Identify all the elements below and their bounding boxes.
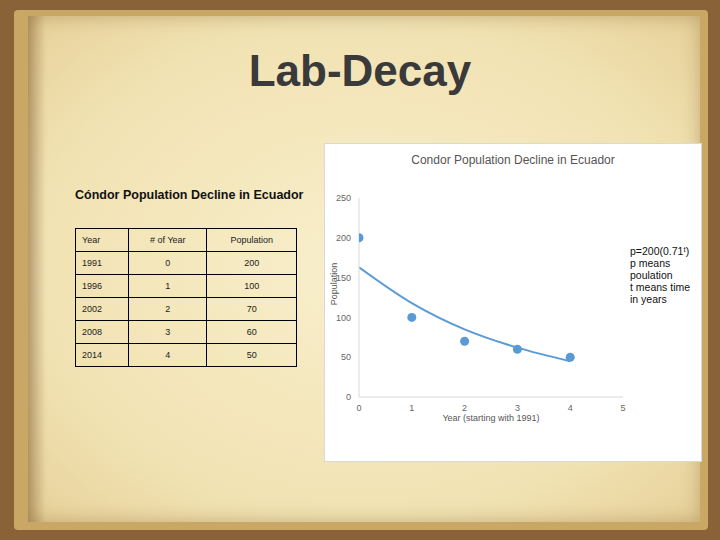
- html-text:100: 100: [244, 281, 260, 291]
- html-text:1: 1: [165, 281, 171, 291]
- html-text:50: 50: [246, 350, 257, 360]
- svg-text:200: 200: [336, 233, 351, 243]
- html-text:p=200(0.71ᵗ): p=200(0.71ᵗ): [630, 245, 690, 257]
- svg-text:3: 3: [515, 403, 520, 413]
- html-text:2: 2: [165, 304, 171, 314]
- html-text:p means poulation: p means poulation: [630, 257, 673, 281]
- html-text:Population: Population: [230, 235, 273, 245]
- svg-text:5: 5: [620, 403, 625, 413]
- html-text:t means time in years: t means time in years: [630, 281, 691, 305]
- html-text:1996: 1996: [82, 281, 102, 291]
- svg-text:250: 250: [336, 193, 351, 203]
- html-text:# of Year: # of Year: [150, 235, 186, 245]
- html-text:Year: Year: [82, 235, 101, 245]
- html-text:0: 0: [165, 258, 171, 268]
- svg-text:100: 100: [336, 313, 351, 323]
- svg-text:0: 0: [346, 392, 351, 402]
- svg-text:2: 2: [462, 403, 467, 413]
- html-text:3: 3: [165, 327, 171, 337]
- html-text:Cóndor Population Decline in E: Cóndor Population Decline in Ecuador: [75, 188, 304, 202]
- html-text:1991: 1991: [82, 258, 102, 268]
- html-text:60: 60: [246, 327, 257, 337]
- svg-text:Year (starting with 1991): Year (starting with 1991): [442, 413, 539, 423]
- html-text:70: 70: [246, 304, 257, 314]
- svg-text:150: 150: [336, 273, 351, 283]
- html-text:2008: 2008: [82, 327, 102, 337]
- svg-text:50: 50: [341, 352, 351, 362]
- html-text:4: 4: [165, 350, 171, 360]
- html-text:Lab-Decay: Lab-Decay: [248, 46, 472, 95]
- html-text:Condor Population Decline in E: Condor Population Decline in Ecuador: [411, 153, 615, 167]
- svg-text:0: 0: [356, 403, 361, 413]
- html-text:Population: Population: [329, 262, 339, 306]
- html-text:2014: 2014: [82, 350, 102, 360]
- html-text:2002: 2002: [82, 304, 102, 314]
- svg-text:4: 4: [568, 403, 573, 413]
- html-text:200: 200: [244, 258, 260, 268]
- svg-text:1: 1: [409, 403, 414, 413]
